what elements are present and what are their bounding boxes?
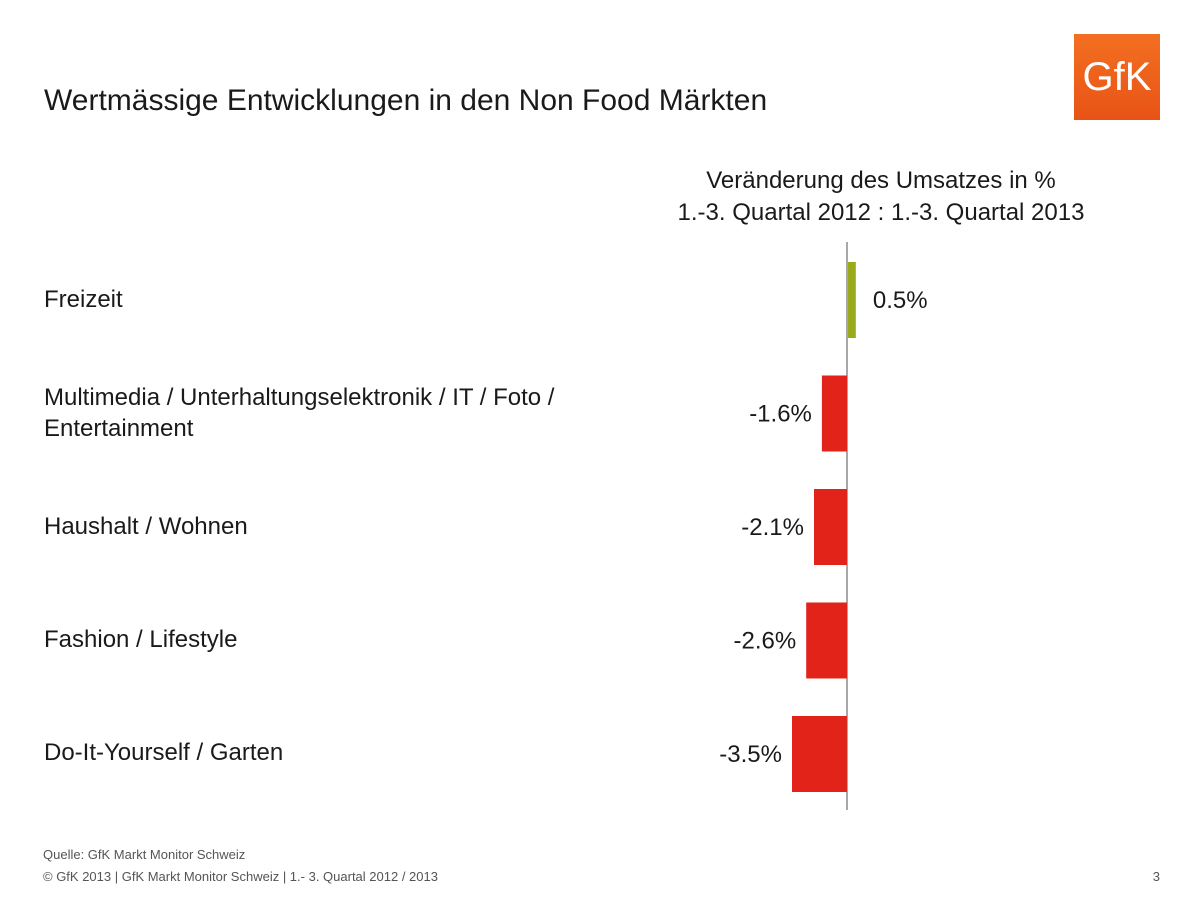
value-label-diy: -3.5% bbox=[719, 741, 782, 768]
category-label-diy: Do-It-Yourself / Garten bbox=[44, 739, 284, 766]
value-label-group: 0.5% -1.6% -2.1% -2.6% -3.5% bbox=[719, 287, 927, 768]
bar-haushalt bbox=[814, 489, 847, 565]
bar-diy bbox=[792, 716, 847, 792]
bar-group bbox=[792, 262, 856, 792]
category-label-fashion: Fashion / Lifestyle bbox=[44, 626, 238, 653]
chart-heading-line2: 1.-3. Quartal 2012 : 1.-3. Quartal 2013 bbox=[677, 199, 1085, 226]
copyright-footer: © GfK 2013 | GfK Markt Monitor Schweiz |… bbox=[43, 869, 438, 884]
category-label-haushalt: Haushalt / Wohnen bbox=[44, 513, 248, 540]
bar-multimedia bbox=[821, 375, 847, 452]
page-number: 3 bbox=[1152, 869, 1160, 884]
value-label-multimedia: -1.6% bbox=[749, 401, 812, 428]
category-label-multimedia: Multimedia / Unterhaltungselektronik / I… bbox=[44, 384, 555, 442]
chart-heading-line1: Veränderung des Umsatzes in % bbox=[706, 167, 1056, 194]
value-label-fashion: -2.6% bbox=[733, 628, 796, 655]
source-note: Quelle: GfK Markt Monitor Schweiz bbox=[43, 847, 246, 862]
category-label-freizeit: Freizeit bbox=[44, 286, 123, 313]
gfk-logo: GfK bbox=[1074, 34, 1160, 120]
bar-freizeit bbox=[848, 262, 856, 338]
bar-fashion bbox=[806, 602, 847, 679]
value-label-freizeit: 0.5% bbox=[873, 287, 928, 314]
logo-text: GfK bbox=[1082, 54, 1152, 99]
page-title: Wertmässige Entwicklungen in den Non Foo… bbox=[44, 84, 768, 117]
value-label-haushalt: -2.1% bbox=[741, 514, 804, 541]
